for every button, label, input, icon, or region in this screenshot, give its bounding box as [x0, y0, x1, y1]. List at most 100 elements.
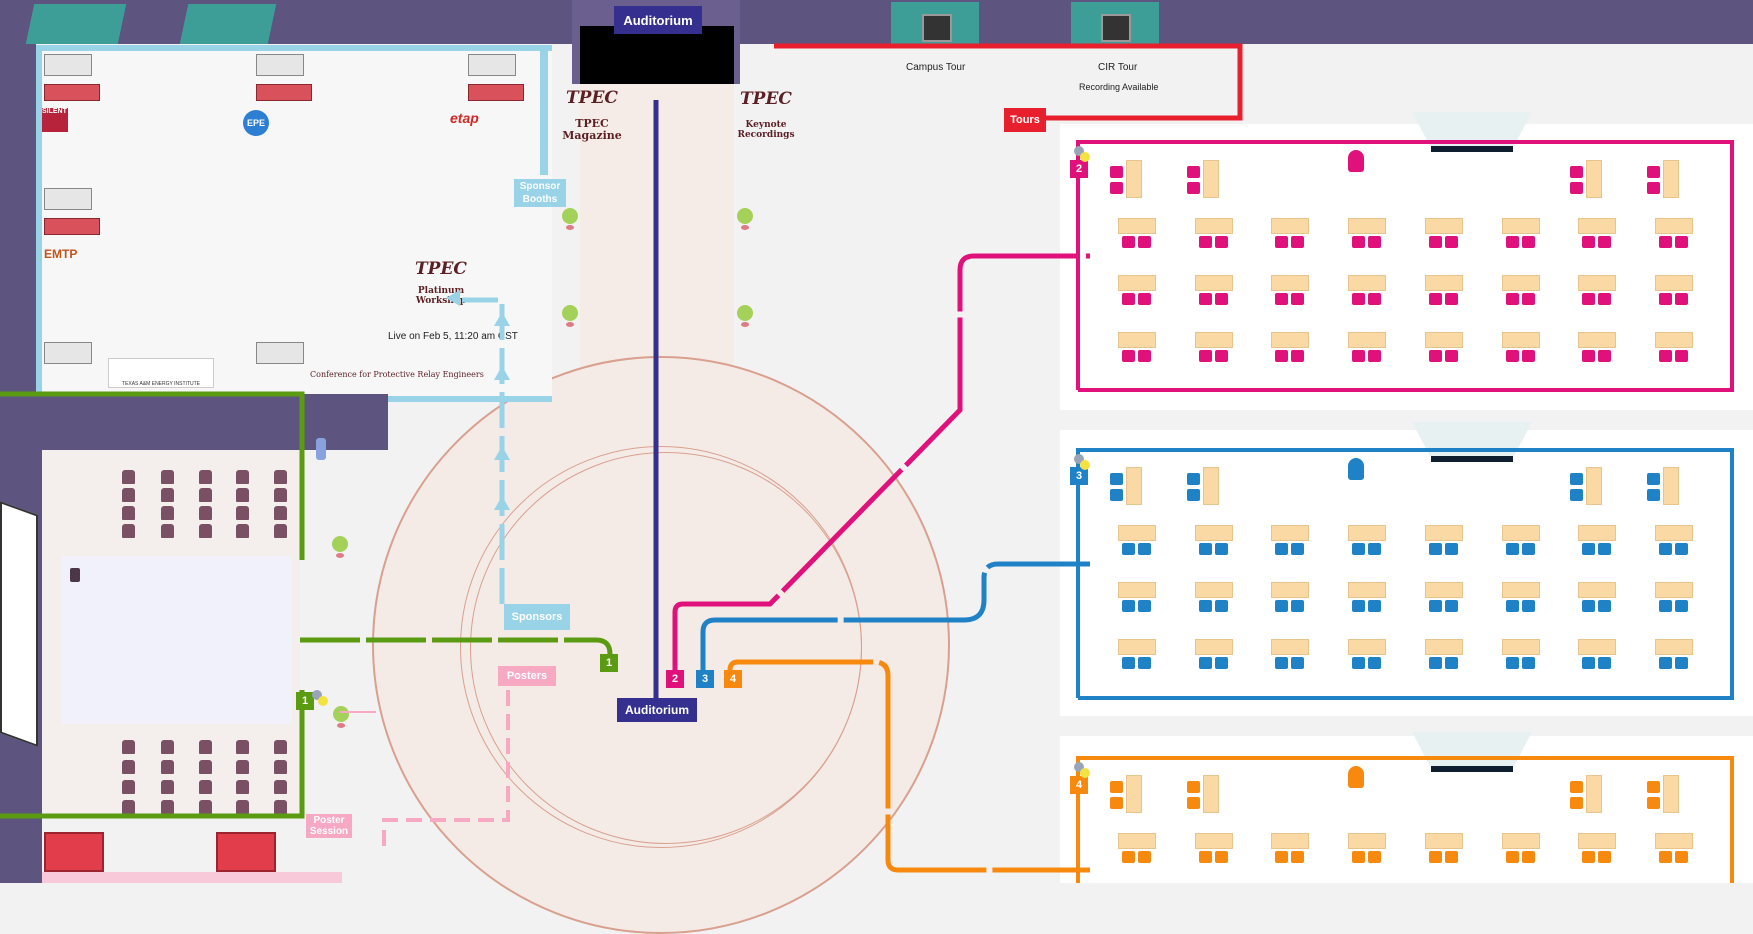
seat[interactable] [1138, 350, 1151, 362]
room-4-marker[interactable]: 4 [1070, 776, 1088, 794]
chair[interactable] [236, 780, 249, 794]
chair[interactable] [274, 470, 287, 484]
desk[interactable] [1203, 160, 1219, 198]
chair[interactable] [199, 524, 212, 538]
chair[interactable] [161, 506, 174, 520]
seat[interactable] [1647, 797, 1660, 809]
seat[interactable] [1138, 851, 1151, 863]
seat[interactable] [1647, 182, 1660, 194]
seat[interactable] [1215, 600, 1228, 612]
seat[interactable] [1522, 350, 1535, 362]
seat[interactable] [1445, 657, 1458, 669]
tours-sign[interactable]: Tours [1004, 108, 1046, 132]
seat[interactable] [1368, 236, 1381, 248]
desk[interactable] [1578, 332, 1616, 348]
emtp-logo[interactable]: EMTP [44, 247, 78, 261]
seat[interactable] [1352, 851, 1365, 863]
desk[interactable] [1118, 582, 1156, 598]
seat[interactable] [1138, 600, 1151, 612]
seat[interactable] [1187, 182, 1200, 194]
seat[interactable] [1352, 543, 1365, 555]
desk[interactable] [1655, 275, 1693, 291]
desk[interactable] [1118, 833, 1156, 849]
seat[interactable] [1598, 236, 1611, 248]
cpre-logo[interactable]: Conference for Protective Relay Engineer… [310, 370, 484, 379]
desk[interactable] [1425, 639, 1463, 655]
chair[interactable] [122, 760, 135, 774]
desk[interactable] [1425, 525, 1463, 541]
campus-tour-label[interactable]: Campus Tour [906, 62, 966, 73]
desk[interactable] [1578, 218, 1616, 234]
seat[interactable] [1275, 851, 1288, 863]
seat[interactable] [1522, 600, 1535, 612]
seat[interactable] [1368, 657, 1381, 669]
seat[interactable] [1445, 851, 1458, 863]
seat[interactable] [1570, 489, 1583, 501]
seat[interactable] [1110, 797, 1123, 809]
booth[interactable] [256, 54, 312, 101]
desk[interactable] [1425, 833, 1463, 849]
chair[interactable] [199, 488, 212, 502]
seat[interactable] [1522, 851, 1535, 863]
seat[interactable] [1368, 600, 1381, 612]
seat[interactable] [1215, 236, 1228, 248]
chair[interactable] [274, 740, 287, 754]
seat[interactable] [1429, 600, 1442, 612]
poster-kiosk[interactable] [216, 832, 276, 872]
seat[interactable] [1291, 600, 1304, 612]
seat[interactable] [1429, 657, 1442, 669]
seat[interactable] [1429, 851, 1442, 863]
desk[interactable] [1195, 582, 1233, 598]
desk[interactable] [1502, 639, 1540, 655]
seat[interactable] [1659, 657, 1672, 669]
desk[interactable] [1663, 775, 1679, 813]
seat[interactable] [1522, 293, 1535, 305]
seat[interactable] [1582, 851, 1595, 863]
seat[interactable] [1675, 600, 1688, 612]
room-2-marker[interactable]: 2 [1070, 160, 1088, 178]
seat[interactable] [1215, 293, 1228, 305]
auditorium-top-sign[interactable]: Auditorium [614, 6, 702, 34]
desk[interactable] [1502, 582, 1540, 598]
desk[interactable] [1348, 639, 1386, 655]
desk[interactable] [1271, 332, 1309, 348]
seat[interactable] [1659, 600, 1672, 612]
seat[interactable] [1199, 543, 1212, 555]
etap-logo[interactable]: etap [450, 110, 479, 126]
seat[interactable] [1429, 350, 1442, 362]
seat[interactable] [1110, 489, 1123, 501]
keynote-recordings[interactable]: TPEC Keynote Recordings [734, 91, 798, 141]
desk[interactable] [1195, 332, 1233, 348]
seat[interactable] [1570, 166, 1583, 178]
tpec-magazine[interactable]: TPEC TPEC Magazine [560, 90, 624, 142]
chair[interactable] [236, 470, 249, 484]
route-marker-1[interactable]: 1 [600, 654, 618, 672]
chair[interactable] [199, 506, 212, 520]
desk[interactable] [1425, 275, 1463, 291]
poster-kiosk[interactable] [44, 832, 104, 872]
seat[interactable] [1675, 851, 1688, 863]
seat[interactable] [1598, 851, 1611, 863]
desk[interactable] [1655, 332, 1693, 348]
sponsors-sign[interactable]: Sponsors [504, 604, 570, 630]
desk[interactable] [1655, 833, 1693, 849]
seat[interactable] [1570, 781, 1583, 793]
desk[interactable] [1502, 218, 1540, 234]
seat[interactable] [1368, 293, 1381, 305]
desk[interactable] [1348, 275, 1386, 291]
seat[interactable] [1522, 543, 1535, 555]
seat[interactable] [1506, 350, 1519, 362]
chair[interactable] [199, 800, 212, 814]
seat[interactable] [1506, 236, 1519, 248]
booth[interactable] [256, 342, 306, 364]
desk[interactable] [1126, 467, 1142, 505]
desk[interactable] [1271, 218, 1309, 234]
seat[interactable] [1506, 851, 1519, 863]
sponsor-booths-sign[interactable]: Sponsor Booths [514, 179, 566, 207]
seat[interactable] [1647, 489, 1660, 501]
chair[interactable] [122, 800, 135, 814]
seat[interactable] [1522, 657, 1535, 669]
chair[interactable] [161, 760, 174, 774]
route-marker-4[interactable]: 4 [724, 670, 742, 688]
chair[interactable] [161, 780, 174, 794]
